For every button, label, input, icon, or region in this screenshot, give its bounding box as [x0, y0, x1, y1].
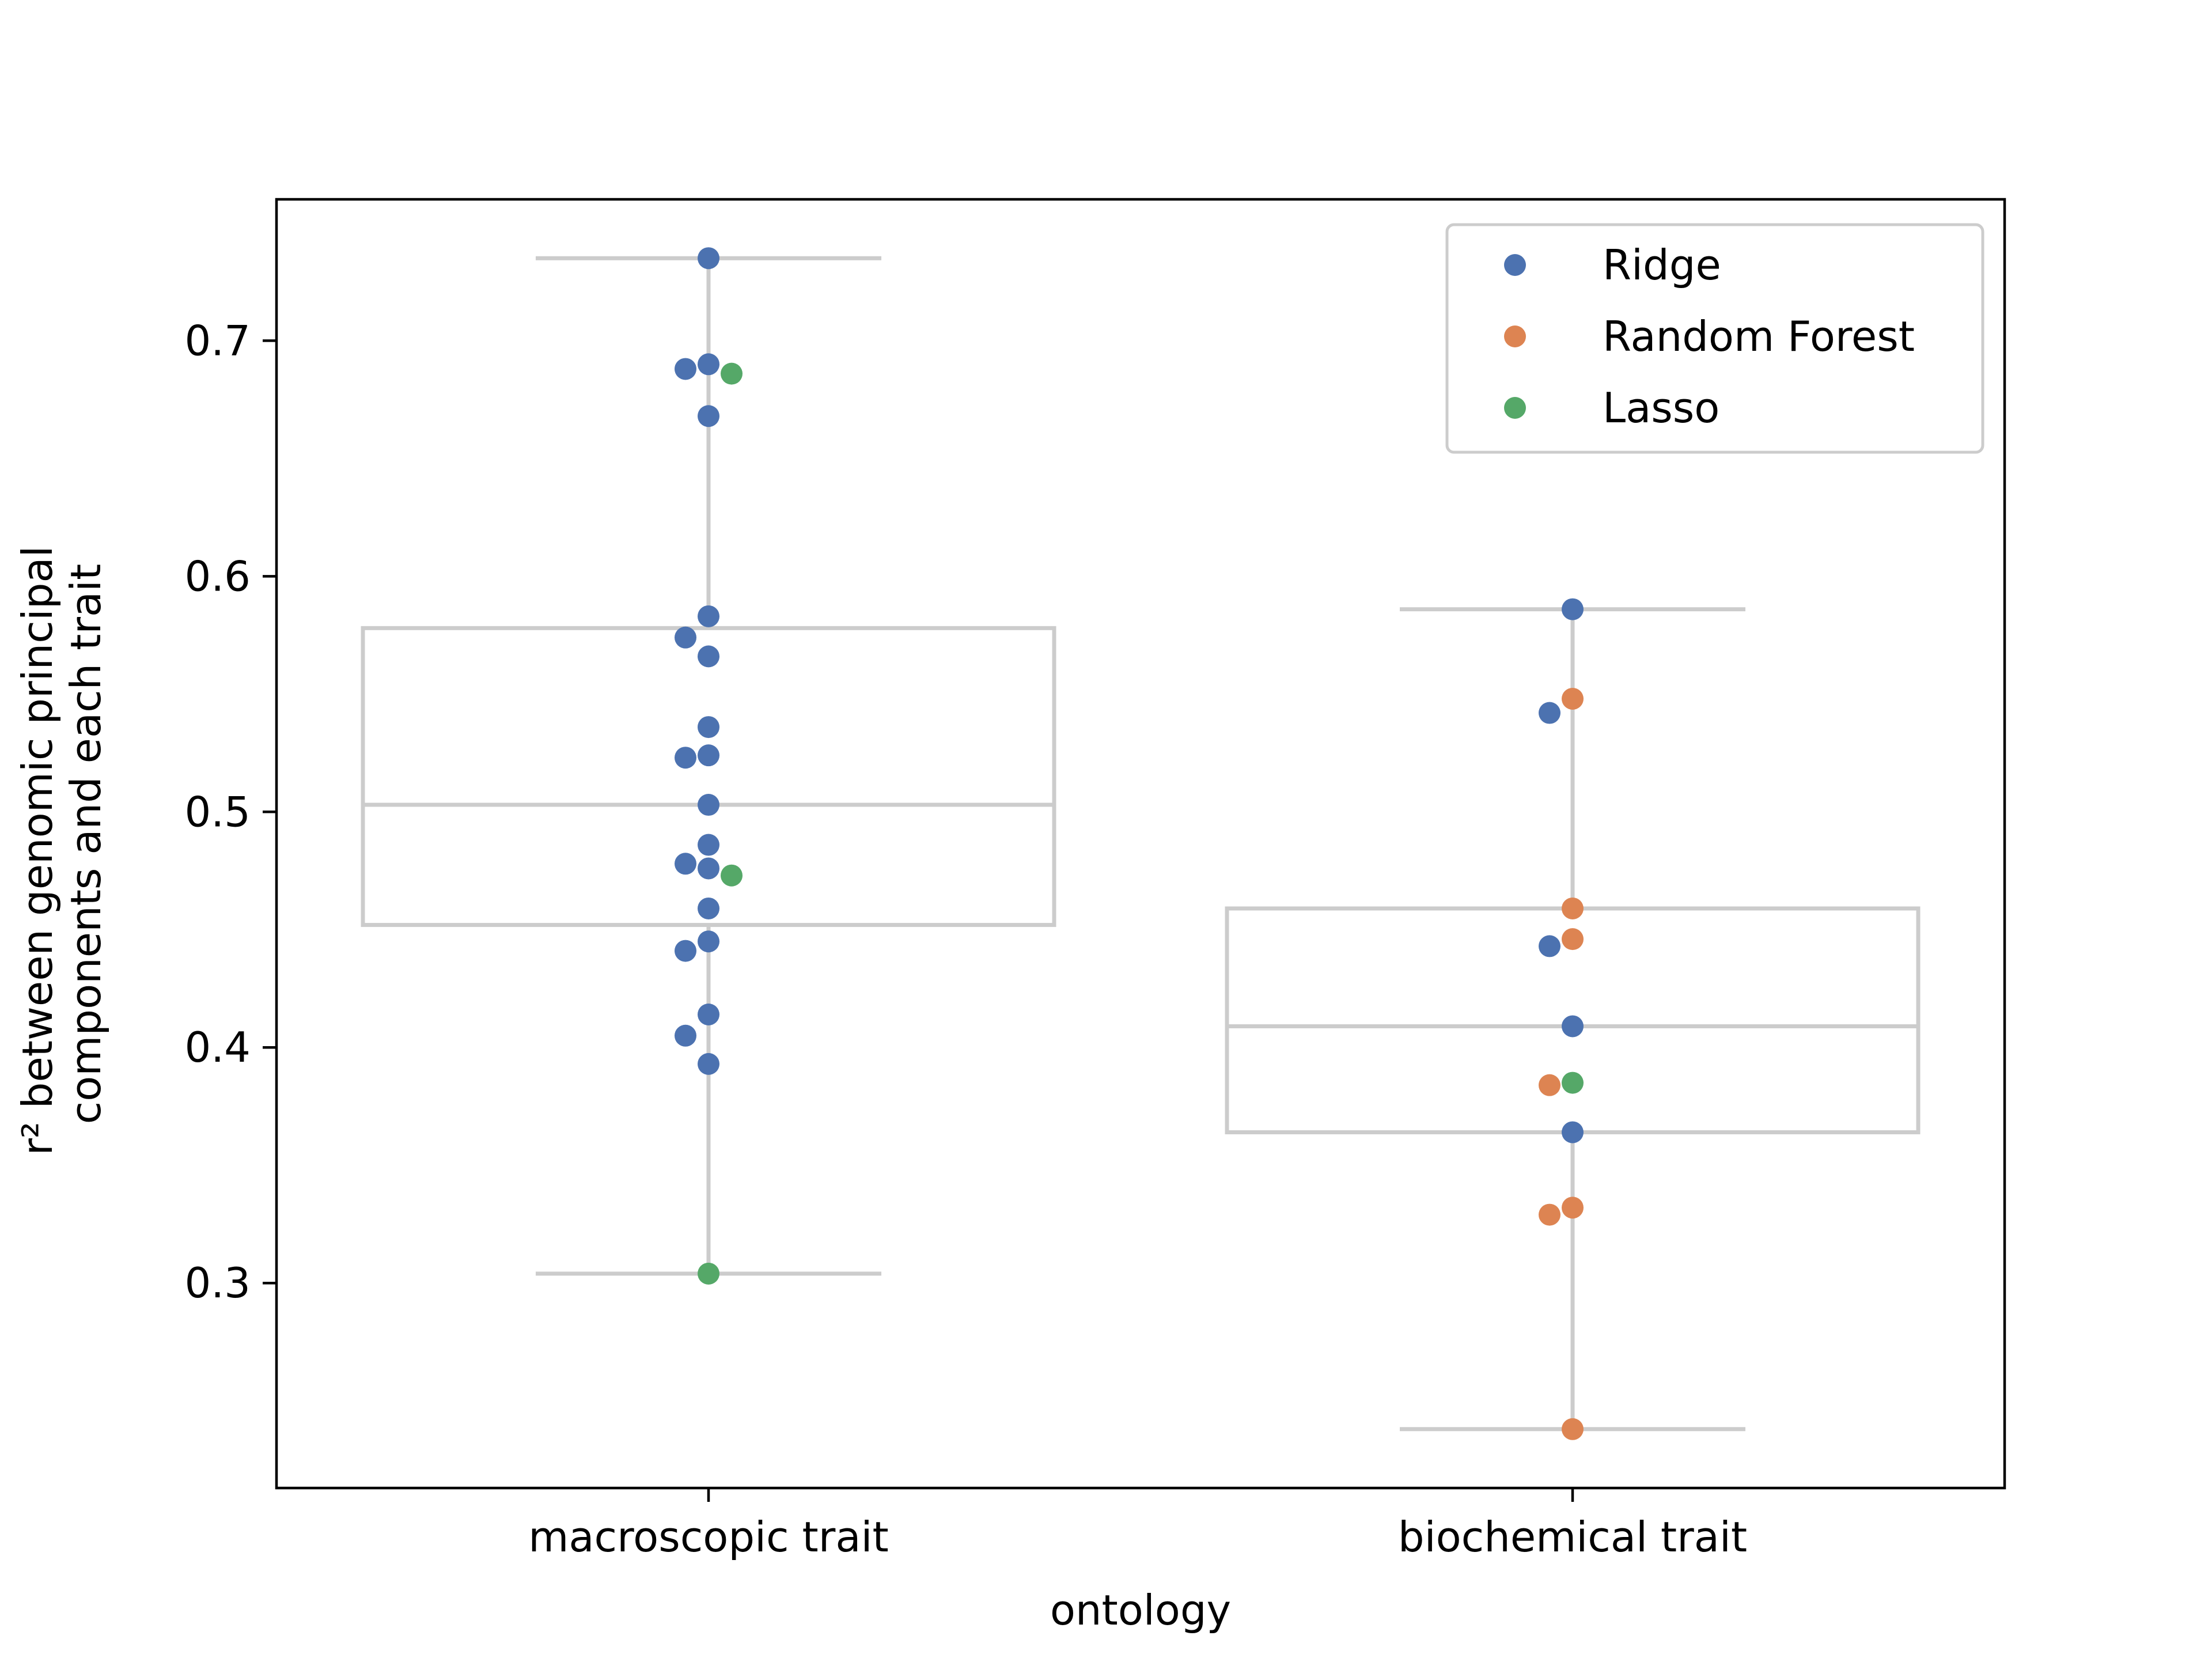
y-axis-ticks: 0.3 0.4 0.5 0.6 0.7 — [184, 316, 276, 1307]
data-point-ridge — [698, 794, 719, 816]
data-point-ridge — [1539, 702, 1560, 724]
data-point-ridge — [698, 1003, 719, 1025]
x-tick-label: biochemical trait — [1398, 1513, 1747, 1561]
legend-marker-random-forest — [1504, 325, 1526, 347]
legend-label: Lasso — [1603, 384, 1719, 432]
box-iqr — [361, 626, 1056, 927]
data-point-random-forest — [1562, 928, 1584, 951]
data-point-ridge — [698, 834, 719, 856]
data-point-lasso — [721, 864, 743, 887]
data-point-ridge — [675, 853, 696, 875]
legend-label: Random Forest — [1603, 312, 1915, 361]
y-tick-label: 0.7 — [184, 316, 251, 365]
points-layer — [675, 247, 1584, 1440]
y-axis-label-line-1: r² between genomic principal — [13, 546, 62, 1155]
legend-marker-lasso — [1504, 397, 1526, 419]
x-axis-ticks: macroscopic trait biochemical trait — [528, 1488, 1747, 1561]
data-point-ridge — [675, 358, 696, 380]
data-point-lasso — [721, 362, 743, 385]
data-point-random-forest — [1562, 1418, 1584, 1440]
data-point-random-forest — [1562, 897, 1584, 919]
legend-label: Ridge — [1603, 241, 1721, 289]
data-point-ridge — [1562, 598, 1584, 620]
data-point-ridge — [698, 605, 719, 627]
y-tick-label: 0.6 — [184, 552, 251, 600]
data-point-ridge — [698, 1053, 719, 1075]
legend-marker-ridge — [1504, 254, 1526, 276]
data-point-ridge — [698, 897, 719, 919]
data-point-ridge — [1539, 935, 1560, 957]
data-point-ridge — [698, 744, 719, 767]
y-tick-label: 0.5 — [184, 788, 251, 836]
data-point-random-forest — [1539, 1203, 1560, 1226]
x-tick-label: macroscopic trait — [528, 1513, 888, 1561]
y-axis-label: r² between genomic principal components … — [13, 532, 110, 1155]
legend: Ridge Random Forest Lasso — [1445, 223, 1984, 454]
data-point-ridge — [1562, 1121, 1584, 1144]
data-point-ridge — [675, 940, 696, 962]
data-point-ridge — [698, 716, 719, 739]
data-point-ridge — [675, 626, 696, 649]
data-point-random-forest — [1539, 1074, 1560, 1096]
data-point-ridge — [698, 930, 719, 953]
x-axis-label: ontology — [1050, 1586, 1231, 1634]
data-point-random-forest — [1562, 1197, 1584, 1219]
data-point-ridge — [698, 353, 719, 376]
plot-area-frame — [275, 198, 2006, 1490]
y-tick-label: 0.3 — [184, 1259, 251, 1307]
data-point-lasso — [1562, 1072, 1584, 1094]
data-point-random-forest — [1562, 687, 1584, 710]
data-point-ridge — [698, 645, 719, 668]
data-point-ridge — [698, 857, 719, 880]
y-axis-label-line-2: components and each trait — [62, 564, 110, 1125]
data-point-ridge — [698, 247, 719, 270]
data-point-ridge — [698, 405, 719, 427]
data-point-ridge — [675, 747, 696, 769]
legend-frame — [1445, 223, 1984, 454]
data-point-ridge — [675, 1024, 696, 1047]
y-tick-label: 0.4 — [184, 1023, 251, 1072]
data-point-ridge — [1562, 1015, 1584, 1038]
data-point-lasso — [698, 1262, 719, 1285]
